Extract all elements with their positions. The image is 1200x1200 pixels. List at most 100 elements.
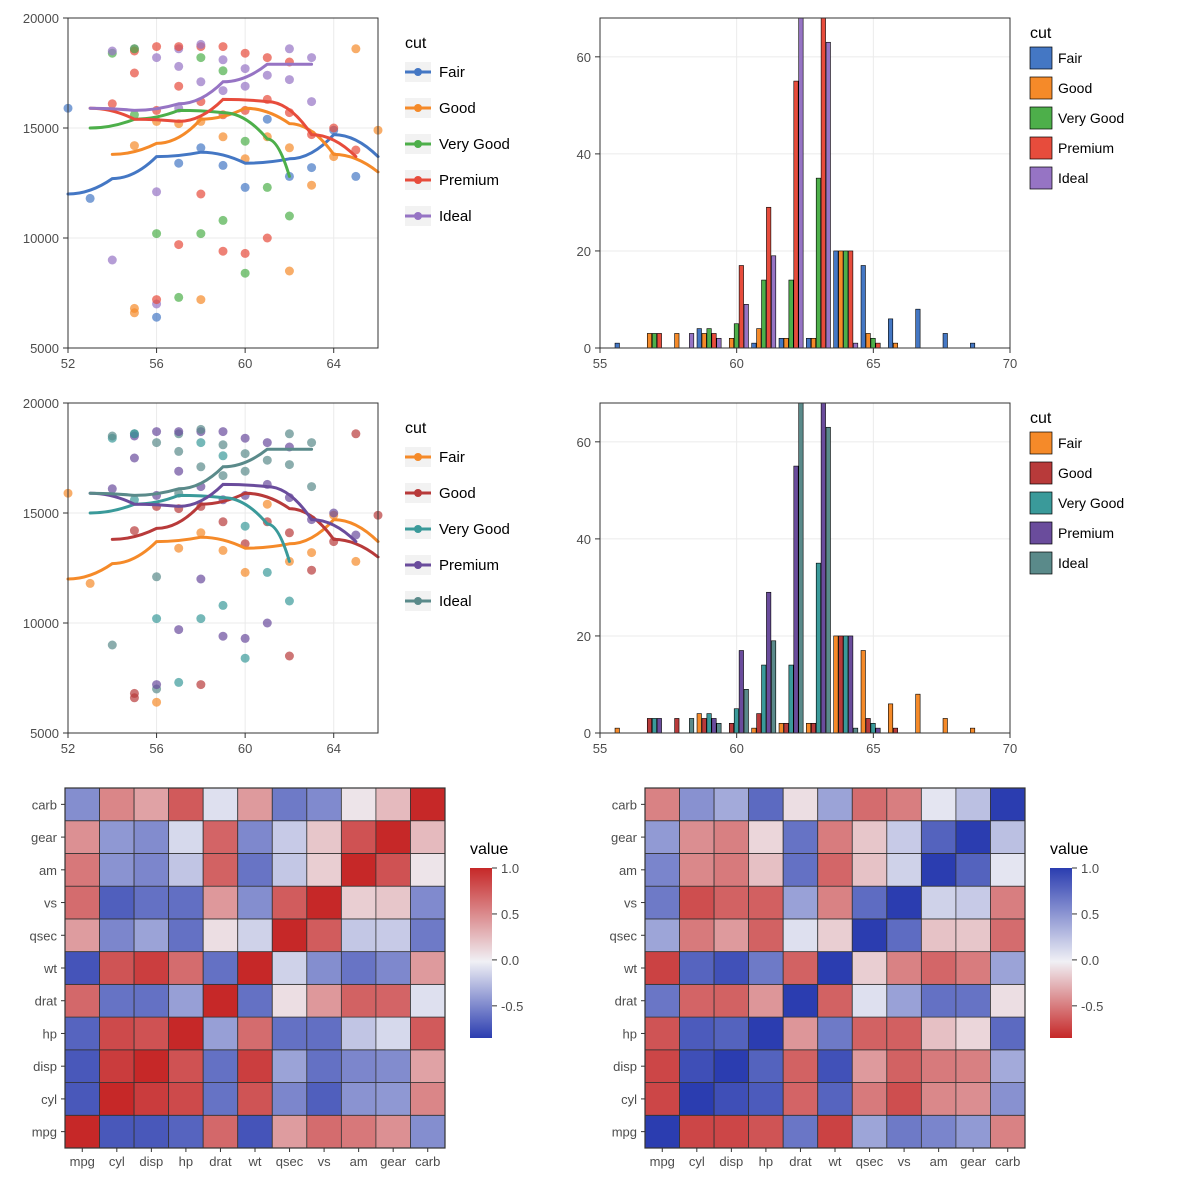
heatmap-cell	[376, 821, 411, 854]
heatmap-cell	[65, 1083, 100, 1116]
heatmap-cell	[203, 886, 238, 919]
heatmap-cell	[680, 1017, 715, 1050]
heatmap-cell	[238, 788, 273, 821]
heatmap-y-label: drat	[615, 994, 638, 1009]
heatmap-cell	[887, 821, 922, 854]
heatmap-cell	[887, 853, 922, 886]
heatmap-x-label: wt	[248, 1154, 262, 1169]
heatmap-cell	[714, 1083, 749, 1116]
heatmap-y-label: disp	[613, 1059, 637, 1074]
scatter-point	[241, 434, 250, 443]
scatter-point	[196, 438, 205, 447]
heatmap-cell	[852, 821, 887, 854]
scatter-point	[241, 49, 250, 58]
hist-bar	[821, 403, 825, 733]
heatmap-cell	[714, 853, 749, 886]
heatmap-cell	[410, 886, 445, 919]
heatmap-cell	[990, 984, 1025, 1017]
heatmap-cell	[100, 886, 135, 919]
heatmap-cell	[134, 1115, 169, 1148]
hist-bar	[916, 694, 920, 733]
x-tick-label: 56	[149, 741, 163, 756]
heatmap-cell	[783, 919, 818, 952]
heatmap-cell	[307, 1083, 342, 1116]
heatmap-cell	[990, 788, 1025, 821]
scatter-point	[285, 597, 294, 606]
scatter-point	[174, 467, 183, 476]
chart-svg: 525660645000100001500020000cutFairGoodVe…	[10, 10, 530, 380]
hist-bar	[871, 723, 875, 733]
scatter-point	[307, 163, 316, 172]
x-tick-label: 55	[593, 356, 607, 371]
heatmap-cell	[956, 1083, 991, 1116]
legend-label: Premium	[439, 172, 499, 189]
heatmap-cell	[100, 1083, 135, 1116]
colorbar-tick: -0.5	[501, 999, 523, 1014]
scatter-point	[219, 216, 228, 225]
legend-label: Good	[439, 485, 476, 502]
scatter-point	[219, 55, 228, 64]
heatmap-cell	[990, 952, 1025, 985]
x-tick-label: 60	[238, 356, 252, 371]
legend-label: Good	[1058, 465, 1092, 481]
heatmap-cell	[749, 1083, 784, 1116]
hist-bar	[757, 329, 761, 348]
scatter-point	[307, 438, 316, 447]
heatmap-cell	[956, 821, 991, 854]
heatmap-cell	[645, 984, 680, 1017]
legend-title: value	[1050, 841, 1088, 858]
heatmap-cell	[887, 1083, 922, 1116]
heatmap-cell	[203, 821, 238, 854]
heatmap-x-label: qsec	[856, 1154, 884, 1169]
scatter-point	[351, 44, 360, 53]
hist-bar	[806, 723, 810, 733]
hist-bar	[784, 723, 788, 733]
y-tick-label: 10000	[23, 231, 59, 246]
scatter-point	[152, 42, 161, 51]
heatmap-cell	[272, 952, 307, 985]
heatmap-cell	[921, 952, 956, 985]
scatter-point	[174, 82, 183, 91]
heatmap-x-label: wt	[828, 1154, 842, 1169]
hist-bar	[766, 207, 770, 348]
x-tick-label: 64	[326, 741, 340, 756]
legend-item: Fair	[405, 447, 465, 467]
hist-bar	[839, 636, 843, 733]
heatmap-cell	[272, 1050, 307, 1083]
hist-bar	[707, 714, 711, 733]
y-tick-label: 20	[577, 244, 591, 259]
scatter-point	[263, 619, 272, 628]
hist-bar	[970, 728, 974, 733]
heatmap-cell	[376, 919, 411, 952]
heatmap-cell	[65, 821, 100, 854]
heatmap-x-label: am	[930, 1154, 948, 1169]
heatmap-cell	[783, 1083, 818, 1116]
scatter-point	[241, 568, 250, 577]
heatmap-cell	[680, 1115, 715, 1148]
scatter-point	[196, 53, 205, 62]
heatmap-cell	[410, 853, 445, 886]
legend-item: Ideal	[405, 591, 472, 611]
scatter-point	[152, 680, 161, 689]
heatmap-cell	[990, 1050, 1025, 1083]
heatmap-cell	[921, 1017, 956, 1050]
colorbar	[470, 868, 492, 1038]
y-tick-label: 5000	[30, 726, 59, 741]
scatter-point	[152, 427, 161, 436]
scatter-point	[263, 234, 272, 243]
legend-label: Premium	[1058, 525, 1114, 541]
heatmap-cell	[134, 952, 169, 985]
hist-bar	[729, 338, 733, 348]
x-tick-label: 52	[61, 356, 75, 371]
scatter-point	[196, 229, 205, 238]
scatter-point	[285, 652, 294, 661]
heatmap-cell	[956, 919, 991, 952]
hist-bar	[816, 178, 820, 348]
scatter-point	[174, 159, 183, 168]
heatmap-cell	[852, 788, 887, 821]
heatmap-cell	[818, 984, 853, 1017]
hist-bar	[853, 728, 857, 733]
heatmap-cell	[65, 1050, 100, 1083]
heatmap-y-label: cyl	[621, 1092, 637, 1107]
heatmap-cell	[852, 1083, 887, 1116]
